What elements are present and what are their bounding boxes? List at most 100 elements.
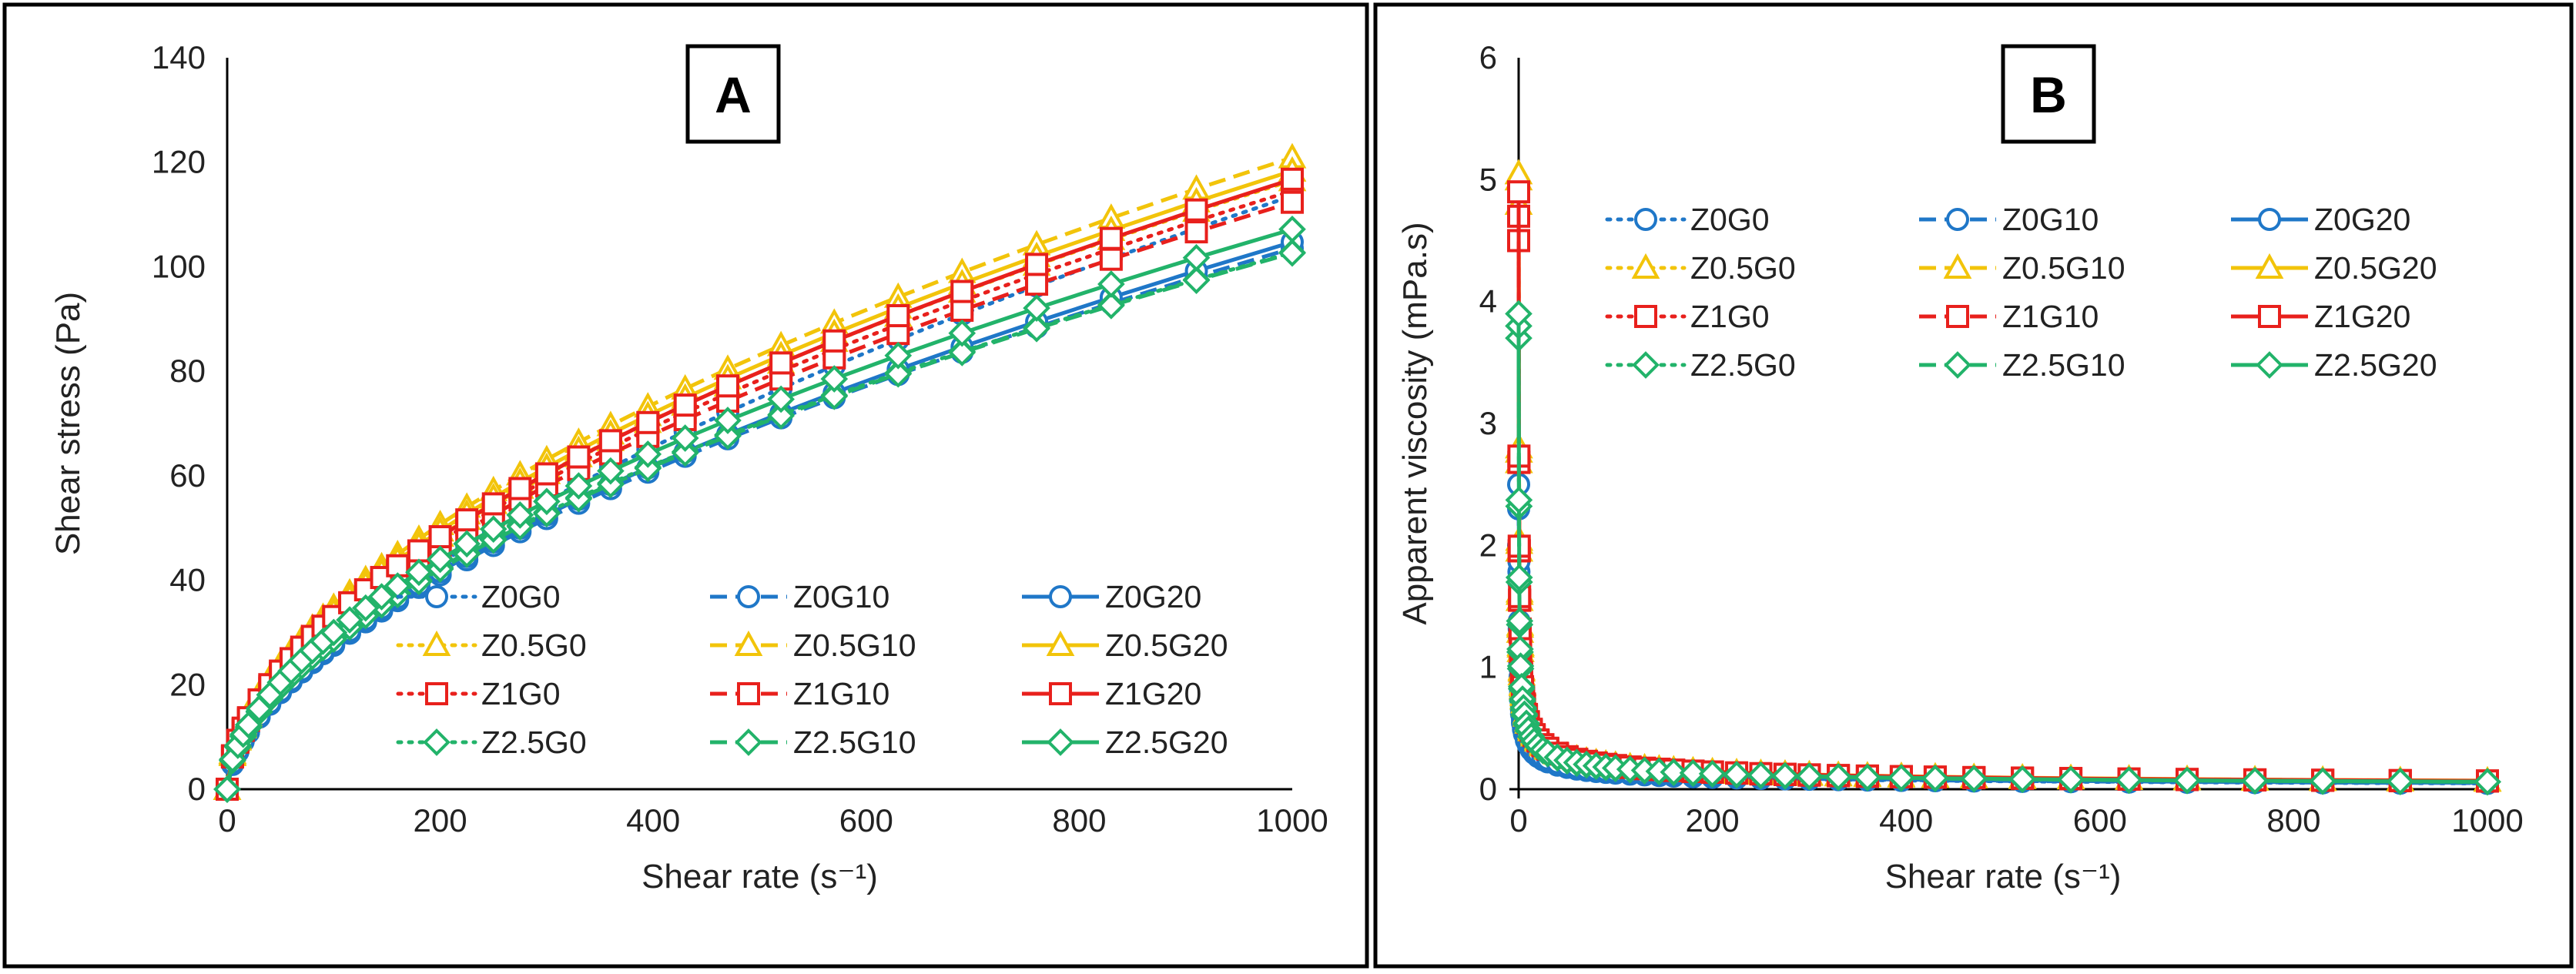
y-tick-label: 4 (1479, 283, 1497, 320)
x-tick-label: 1000 (2451, 802, 2523, 838)
data-point (1505, 564, 1533, 591)
data-point (407, 539, 430, 563)
data-point (1505, 300, 1533, 328)
legend-label: Z0.5G10 (2002, 250, 2125, 286)
data-point (1099, 226, 1123, 250)
legend-marker (1047, 728, 1074, 756)
x-tick-label: 400 (1879, 802, 1933, 838)
data-point (716, 374, 740, 398)
data-point (948, 319, 976, 347)
data-point (714, 407, 742, 434)
data-point (636, 410, 660, 434)
legend-marker (425, 682, 448, 705)
panel-a-chart: 0 200 400 600 800 1000 0 20 40 60 80 100 120 140 Shear… (49, 39, 1328, 895)
x-axis-title: Shear rate (s⁻¹) (1885, 858, 2122, 895)
panel-b-label-box (2001, 44, 2096, 144)
legend-marker (1634, 305, 1657, 328)
legend-label: Z0G10 (793, 579, 889, 614)
legend-item: Z2.5G0 (1605, 347, 1796, 383)
data-point (884, 341, 913, 370)
x-tick-label: 400 (626, 802, 680, 838)
legend-marker (2255, 253, 2284, 279)
legend-item: Z1G0 (396, 676, 561, 711)
legend: Z0G0 Z0G10 Z0G20 Z0.5G0 Z0.5G10 Z0.5G20 Z1G0 Z1… (1605, 202, 2437, 383)
y-tick-label: 120 (152, 144, 206, 180)
data-point (1698, 760, 1727, 788)
x-tick-label: 0 (218, 802, 236, 838)
legend-marker (737, 682, 760, 705)
legend-label: Z0.5G20 (1105, 628, 1228, 663)
legend-marker (2258, 208, 2281, 231)
legend-label: Z2.5G20 (1105, 725, 1228, 760)
data-point (479, 515, 507, 543)
data-point (1023, 294, 1050, 323)
data-point (2008, 765, 2036, 793)
legend-marker (1046, 630, 1075, 656)
data-point (1099, 247, 1123, 271)
data-point (886, 303, 910, 327)
legend-item: Z0G0 (396, 579, 561, 614)
series-Z2.5G20 (1505, 300, 2501, 796)
x-tick-label: 600 (839, 802, 893, 838)
series-Z2.5G20 (213, 215, 1306, 803)
data-point (506, 501, 534, 529)
legend-marker (425, 585, 448, 608)
legend-item: Z0G10 (710, 579, 889, 614)
data-point (1278, 239, 1306, 267)
data-point (1506, 607, 1534, 635)
data-point (634, 454, 662, 483)
legend-marker (1632, 351, 1660, 379)
data-point (2474, 768, 2501, 796)
legend-label: Z1G0 (1690, 299, 1770, 334)
data-point (453, 530, 481, 558)
data-point (405, 558, 433, 587)
y-tick-label: 40 (169, 562, 206, 598)
legend-label: Z1G0 (481, 676, 561, 711)
legend-item: Z0.5G10 (1919, 250, 2125, 286)
legend-marker (1946, 305, 1969, 328)
data-point (1184, 220, 1208, 244)
data-point (1824, 763, 1852, 791)
legend-marker (422, 630, 451, 656)
data-point (428, 525, 452, 549)
legend-label: Z2.5G10 (793, 725, 916, 760)
data-point (673, 393, 697, 417)
data-point (533, 487, 561, 516)
data-point (426, 545, 454, 574)
y-tick-label: 1 (1479, 649, 1497, 685)
data-point (767, 402, 795, 430)
data-point (1854, 763, 1881, 792)
data-point (950, 298, 974, 322)
panel-b-chart: 0 200 400 600 800 1000 0 1 2 3 4 5 6 Shear rate (s⁻¹)… (1396, 39, 2524, 895)
legend-label: Z0G0 (1690, 202, 1770, 237)
legend-marker (1049, 682, 1072, 705)
legend-item: Z0G10 (1919, 202, 2099, 237)
panel-a-frame (2, 2, 1369, 969)
legend-marker (734, 630, 763, 656)
legend-item: Z2.5G20 (2231, 347, 2437, 383)
legend-label: Z0.5G0 (1690, 250, 1796, 286)
data-point (671, 424, 699, 452)
data-point (1278, 215, 1306, 243)
data-point (564, 472, 593, 500)
legend-item: Z0.5G10 (710, 628, 916, 663)
y-tick-label: 140 (152, 39, 206, 75)
data-point (1097, 292, 1125, 320)
data-point (950, 279, 974, 303)
legend-item: Z1G10 (710, 676, 889, 711)
data-point (597, 457, 625, 485)
data-point (1281, 190, 1304, 214)
data-point (1888, 764, 1915, 792)
legend-item: Z0.5G20 (1022, 628, 1228, 663)
data-point (1025, 273, 1049, 296)
legend-label: Z0.5G0 (481, 628, 587, 663)
legend-item: Z2.5G10 (1919, 347, 2125, 383)
data-point (2309, 767, 2336, 795)
legend-item: Z1G20 (2231, 299, 2410, 334)
data-point (820, 382, 849, 410)
legend-label: Z2.5G20 (2314, 347, 2437, 383)
legend-marker (423, 728, 451, 756)
data-point (1182, 266, 1211, 294)
panel-a-label-box (685, 44, 781, 144)
data-point (1025, 253, 1049, 276)
